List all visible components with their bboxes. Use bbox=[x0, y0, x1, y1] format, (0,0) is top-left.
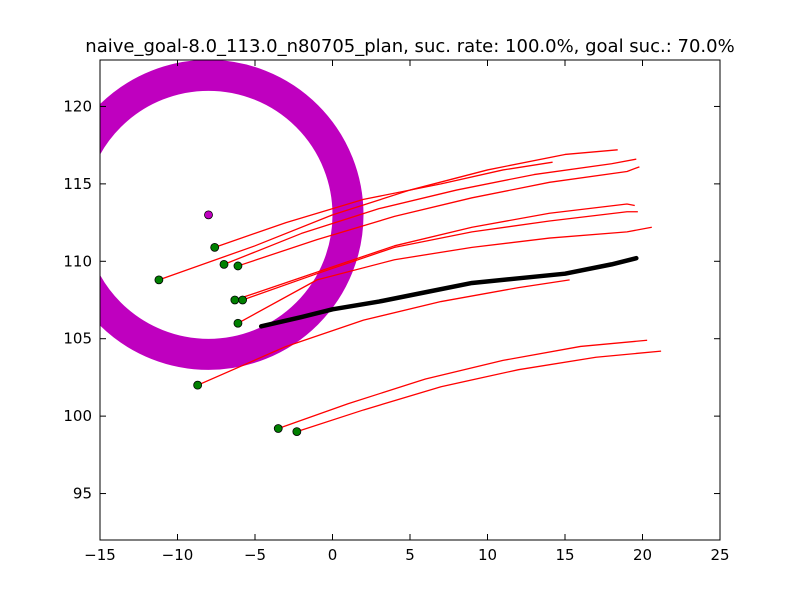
y-tick-label: 100 bbox=[63, 407, 92, 425]
start-point-5 bbox=[230, 295, 240, 305]
x-tick-label: 5 bbox=[405, 546, 415, 564]
chart-title: naive_goal-8.0_113.0_n80705_plan, suc. r… bbox=[85, 36, 734, 57]
trajectory-line-2 bbox=[214, 161, 553, 248]
x-axis-ticks: −15 −10 −5 0 5 10 15 20 25 bbox=[84, 60, 730, 564]
y-tick-label: 120 bbox=[63, 97, 92, 115]
start-point-2 bbox=[210, 242, 220, 252]
trajectory-line-4 bbox=[237, 166, 640, 267]
trajectory-line-7 bbox=[237, 226, 652, 324]
trajectory-line-10 bbox=[296, 350, 662, 433]
x-tick-label: −10 bbox=[162, 546, 194, 564]
y-axis-ticks: 95 100 105 110 115 120 bbox=[63, 97, 720, 503]
y-tick-label: 95 bbox=[73, 485, 92, 503]
trajectory-line-6 bbox=[242, 211, 638, 301]
x-tick-label: 0 bbox=[328, 546, 338, 564]
trajectory-line-3 bbox=[223, 158, 637, 265]
x-tick-label: −15 bbox=[84, 546, 116, 564]
x-tick-label: 10 bbox=[478, 546, 497, 564]
goal-region-ring bbox=[100, 60, 364, 370]
x-tick-label: 15 bbox=[555, 546, 574, 564]
goal-point-marker bbox=[204, 210, 213, 220]
x-tick-label: −5 bbox=[244, 546, 266, 564]
y-tick-label: 105 bbox=[63, 330, 92, 348]
start-point-8 bbox=[193, 380, 203, 390]
start-point-6 bbox=[238, 295, 248, 305]
plot-content bbox=[100, 60, 662, 437]
trajectory-line-5 bbox=[234, 203, 635, 301]
plan-path-line bbox=[258, 255, 639, 329]
trajectory-line-9 bbox=[278, 339, 648, 430]
y-tick-label: 115 bbox=[63, 175, 92, 193]
x-tick-label: 25 bbox=[710, 546, 729, 564]
start-point-7 bbox=[233, 318, 243, 328]
start-point-10 bbox=[292, 427, 302, 437]
y-tick-label: 110 bbox=[63, 252, 92, 270]
trajectory-line-8 bbox=[197, 279, 570, 386]
x-tick-label: 20 bbox=[633, 546, 652, 564]
start-point-4 bbox=[233, 261, 243, 271]
start-point-1 bbox=[154, 275, 164, 285]
start-point-9 bbox=[273, 424, 283, 433]
start-point-3 bbox=[219, 259, 229, 269]
